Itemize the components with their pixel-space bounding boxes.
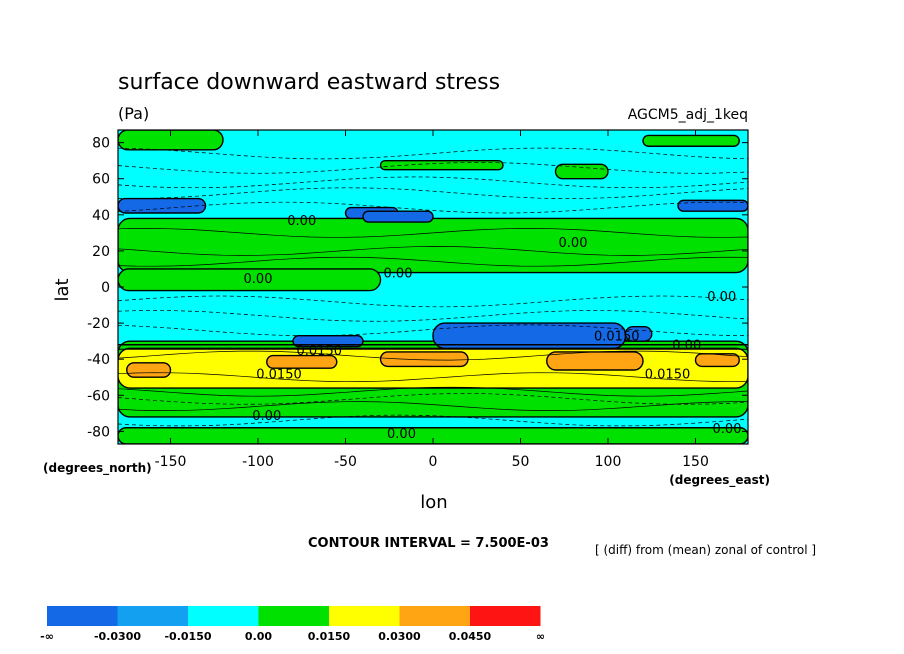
contour-label: 0.00 — [713, 422, 742, 437]
colorbar-label: -0.0150 — [164, 630, 211, 643]
contour-label: 0.0150 — [594, 330, 640, 345]
contour-label: 0.00 — [287, 214, 316, 229]
plot-area: 0.00 0.00 0.00 0.00 0.00 0.0150 0.0150 0.00 0.01… — [117, 129, 749, 445]
region-blue-15 — [118, 197, 207, 214]
x-tick-label: -150 — [155, 454, 187, 470]
contour-label: 0.0150 — [256, 368, 302, 383]
contour-labels: 0.00 0.00 0.00 0.00 0.00 0.0150 0.0150 0.00 0.01… — [244, 214, 742, 442]
negative-contour-3 — [118, 187, 748, 199]
contour-label: 0.00 — [707, 290, 736, 305]
colorbar-swatch — [399, 606, 470, 626]
colorbar-swatch — [258, 606, 329, 626]
x-axis: -150 -100 -50 0 50 100 150 — [155, 130, 709, 470]
positive-contour-2 — [118, 256, 748, 267]
x-tick-label: -50 — [334, 454, 357, 470]
positive-contour-1 — [118, 246, 748, 256]
contour-label: 0.00 — [559, 236, 588, 251]
negative-contour-9 — [118, 414, 748, 427]
colorbar-swatch — [117, 606, 188, 626]
y-axis-label: lat — [52, 278, 73, 301]
region-green-8 — [642, 134, 740, 147]
colorbar-label: 0.0450 — [449, 630, 492, 643]
region-green-7 — [554, 163, 609, 180]
positive-contour-4 — [118, 372, 748, 383]
negative-contour-0 — [118, 147, 748, 160]
negative-contour-1 — [118, 162, 748, 174]
model-label: AGCM5_adj_1keq — [628, 107, 748, 123]
colorbar: -∞ -0.0300 -0.0150 0.00 0.0150 0.0300 0.0450 ∞ — [40, 606, 545, 643]
positive-contour-0 — [118, 228, 748, 238]
positive-contour-6 — [118, 401, 748, 411]
colorbar-label: 0.0150 — [308, 630, 351, 643]
y-axis: 80 60 40 20 0 -20 -40 -60 -80 — [87, 136, 748, 440]
contour-label: 0.00 — [252, 409, 281, 424]
x-tick-label: -100 — [242, 454, 274, 470]
colorbar-label: 0.00 — [245, 630, 272, 643]
y-tick-label: 20 — [92, 244, 110, 260]
region-orange-12 — [546, 351, 644, 371]
colorbar-swatch — [470, 606, 541, 626]
x-axis-units: (degrees_east) — [669, 473, 770, 488]
negative-contour-5 — [118, 295, 748, 308]
x-tick-label: 50 — [512, 454, 530, 470]
region-orange-11 — [379, 351, 469, 368]
contour-label: 0.00 — [244, 272, 273, 287]
region-orange-13 — [126, 362, 172, 378]
y-tick-label: 80 — [92, 136, 110, 152]
colorbar-label: -∞ — [40, 630, 54, 643]
plot-title: surface downward eastward stress — [118, 70, 500, 95]
negative-contour-2 — [118, 176, 748, 189]
colorbar-swatch — [329, 606, 400, 626]
region-green-3 — [118, 268, 382, 292]
y-tick-label: 0 — [101, 280, 110, 296]
contour-label: 0.00 — [387, 427, 416, 442]
y-tick-label: -20 — [87, 316, 110, 332]
y-axis-units: (degrees_north) — [43, 461, 152, 476]
region-blue-17 — [362, 210, 434, 223]
colorbar-label: 0.0300 — [378, 630, 421, 643]
contour-label: 0.0150 — [645, 368, 691, 383]
x-tick-label: 150 — [682, 454, 709, 470]
colorbar-swatch — [47, 606, 118, 626]
units-label: (Pa) — [118, 104, 149, 123]
y-tick-label: -60 — [87, 388, 110, 404]
negative-contour-4 — [118, 201, 748, 214]
region-blue-19 — [624, 326, 653, 342]
x-tick-label: 0 — [429, 454, 438, 470]
region-blue-21 — [677, 199, 748, 212]
negative-contour-8 — [118, 393, 748, 405]
positive-contour-3 — [118, 350, 748, 361]
region-orange-10 — [266, 354, 338, 369]
y-tick-label: 40 — [92, 208, 110, 224]
positive-contour-5 — [118, 386, 748, 397]
y-tick-label: -80 — [87, 424, 110, 440]
x-tick-label: 100 — [595, 454, 622, 470]
negative-contour-6 — [118, 310, 748, 322]
region-green-6 — [379, 159, 504, 171]
contour-label: 0.0150 — [297, 344, 343, 359]
filled-regions — [118, 130, 748, 444]
contour-label: 0.00 — [384, 267, 413, 282]
colorbar-label: ∞ — [536, 630, 545, 643]
region-orange-14 — [694, 353, 740, 368]
region-green-1 — [118, 130, 224, 151]
y-tick-label: 60 — [92, 172, 110, 188]
diff-description: [ (diff) from (mean) zonal of control ] — [595, 543, 816, 557]
contour-lines — [118, 147, 748, 427]
colorbar-swatch — [188, 606, 259, 626]
y-tick-label: -40 — [87, 352, 110, 368]
x-axis-label: lon — [420, 492, 447, 513]
contour-interval: CONTOUR INTERVAL = 7.500E-03 — [308, 536, 549, 551]
contour-label: 0.00 — [672, 339, 701, 354]
colorbar-label: -0.0300 — [94, 630, 141, 643]
negative-contour-7 — [118, 324, 748, 337]
